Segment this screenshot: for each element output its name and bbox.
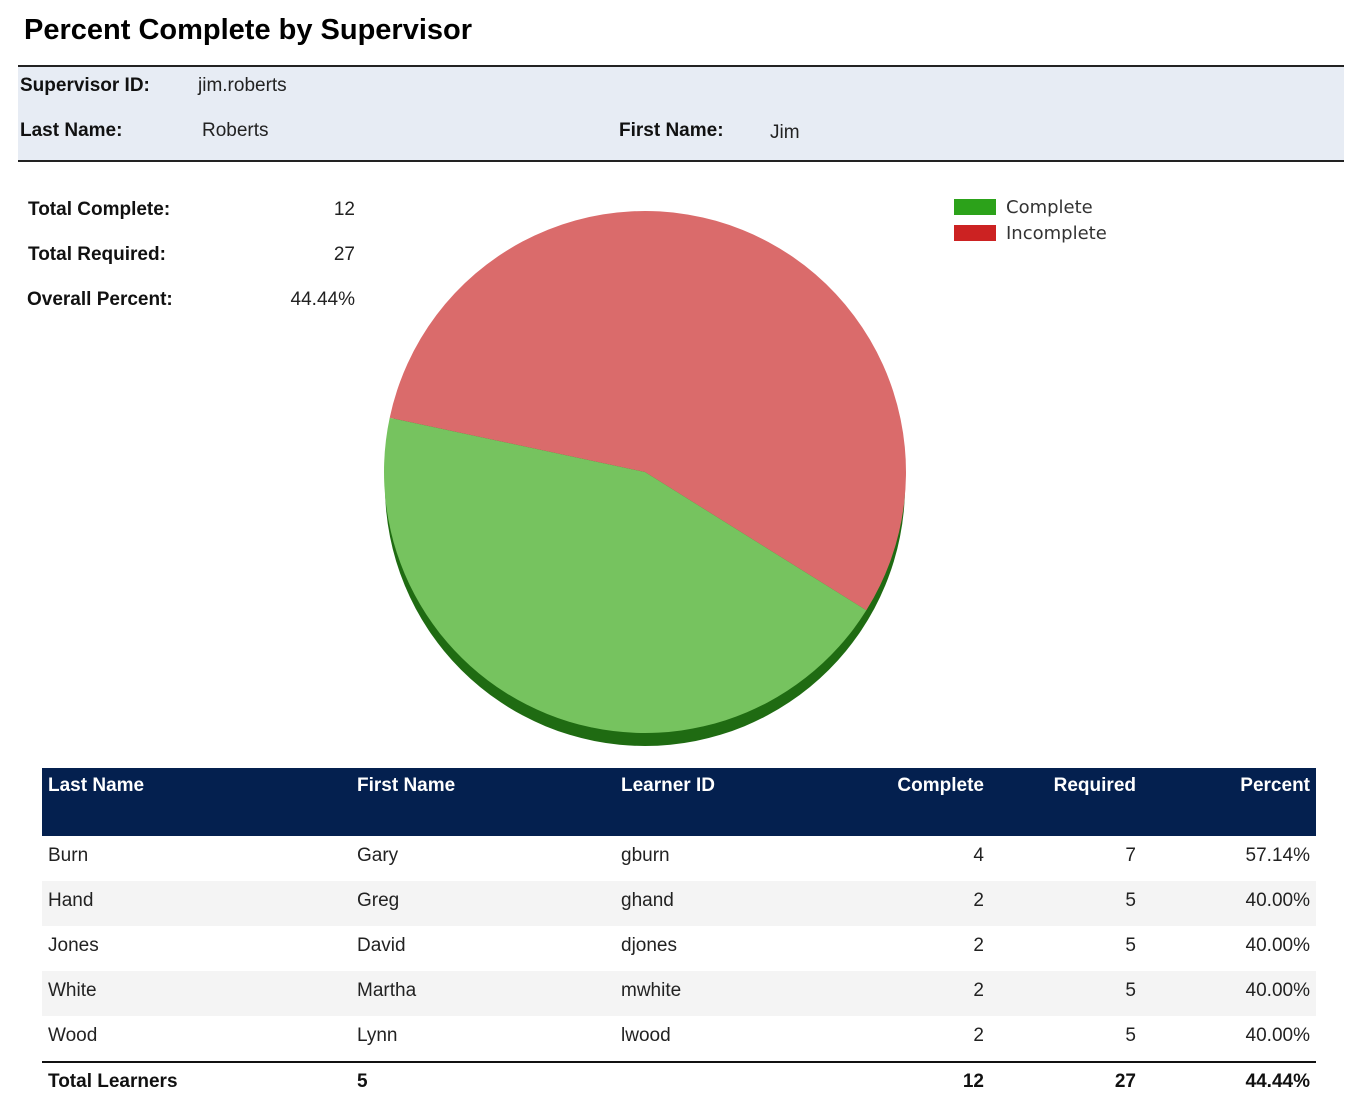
last-name-value: Roberts <box>202 120 269 141</box>
total-complete-value: 12 <box>333 199 355 220</box>
cell-first-name: Martha <box>357 980 417 1001</box>
legend-label-complete: Complete <box>1006 196 1093 218</box>
cell-first-name: David <box>357 935 406 956</box>
legend-swatch-complete <box>954 199 996 215</box>
table-row: Jones David djones 2 5 40.00% <box>42 926 1316 971</box>
totals-required: 27 <box>1114 1071 1136 1092</box>
header-learner-id: Learner ID <box>621 775 715 796</box>
supervisor-id-label: Supervisor ID: <box>20 75 150 96</box>
report-title: Percent Complete by Supervisor <box>24 14 473 46</box>
pie-slice-complete <box>383 417 867 734</box>
header-first-name: First Name <box>357 775 456 796</box>
cell-required: 5 <box>1125 980 1136 1001</box>
totals-percent: 44.44% <box>1245 1071 1310 1092</box>
cell-complete: 2 <box>973 935 984 956</box>
cell-learner-id: djones <box>621 935 677 956</box>
cell-complete: 2 <box>973 1025 984 1046</box>
header-percent: Percent <box>1240 775 1310 796</box>
cell-required: 5 <box>1125 890 1136 911</box>
cell-learner-id: mwhite <box>621 980 682 1001</box>
first-name-value: Jim <box>770 122 800 143</box>
legend-item-incomplete: Incomplete <box>954 220 1107 246</box>
cell-complete: 2 <box>973 890 984 911</box>
cell-required: 7 <box>1125 845 1136 866</box>
cell-last-name: Jones <box>48 935 99 956</box>
cell-complete: 2 <box>973 980 984 1001</box>
overall-percent-value: 44.44% <box>290 289 355 310</box>
last-name-label: Last Name: <box>20 120 123 141</box>
header-last-name: Last Name <box>48 775 145 796</box>
totals-learners: 5 <box>357 1071 368 1092</box>
table-row: White Martha mwhite 2 5 40.00% <box>42 971 1316 1016</box>
cell-first-name: Lynn <box>357 1025 398 1046</box>
cell-last-name: Wood <box>48 1025 98 1046</box>
totals-complete: 12 <box>962 1071 984 1092</box>
table-row: Hand Greg ghand 2 5 40.00% <box>42 881 1316 926</box>
cell-learner-id: ghand <box>621 890 674 911</box>
header-required: Required <box>1053 775 1136 796</box>
pie-slice-incomplete <box>389 211 906 611</box>
cell-percent: 40.00% <box>1245 980 1310 1001</box>
cell-last-name: White <box>48 980 97 1001</box>
cell-learner-id: gburn <box>621 845 670 866</box>
total-required-label: Total Required: <box>28 244 166 265</box>
total-complete-label: Total Complete: <box>28 199 171 220</box>
totals-label: Total Learners <box>48 1071 178 1092</box>
learner-table: Last Name First Name Learner ID Complete… <box>42 768 1316 1103</box>
overall-percent-label: Overall Percent: <box>27 289 173 310</box>
cell-percent: 40.00% <box>1245 1025 1310 1046</box>
cell-required: 5 <box>1125 935 1136 956</box>
table-row: Wood Lynn lwood 2 5 40.00% <box>42 1016 1316 1061</box>
cell-first-name: Gary <box>357 845 399 866</box>
cell-learner-id: lwood <box>621 1025 671 1046</box>
supervisor-info-panel: Supervisor ID: jim.roberts Last Name: Ro… <box>18 65 1344 162</box>
legend-swatch-incomplete <box>954 225 996 241</box>
total-required-value: 27 <box>333 244 355 265</box>
legend-item-complete: Complete <box>954 194 1107 220</box>
table-header: Last Name First Name Learner ID Complete… <box>42 768 1316 836</box>
cell-percent: 40.00% <box>1245 935 1310 956</box>
cell-required: 5 <box>1125 1025 1136 1046</box>
completion-pie-chart <box>383 211 906 746</box>
cell-last-name: Burn <box>48 845 89 866</box>
table-totals-row: Total Learners 5 12 27 44.44% <box>42 1061 1316 1103</box>
cell-percent: 57.14% <box>1245 845 1310 866</box>
chart-legend: Complete Incomplete <box>954 194 1107 246</box>
header-complete: Complete <box>897 775 984 796</box>
legend-label-incomplete: Incomplete <box>1006 222 1107 244</box>
cell-complete: 4 <box>973 845 984 866</box>
cell-percent: 40.00% <box>1245 890 1310 911</box>
first-name-label: First Name: <box>619 120 724 141</box>
supervisor-id-value: jim.roberts <box>198 75 287 96</box>
table-row: Burn Gary gburn 4 7 57.14% <box>42 836 1316 881</box>
cell-last-name: Hand <box>48 890 94 911</box>
cell-first-name: Greg <box>357 890 400 911</box>
